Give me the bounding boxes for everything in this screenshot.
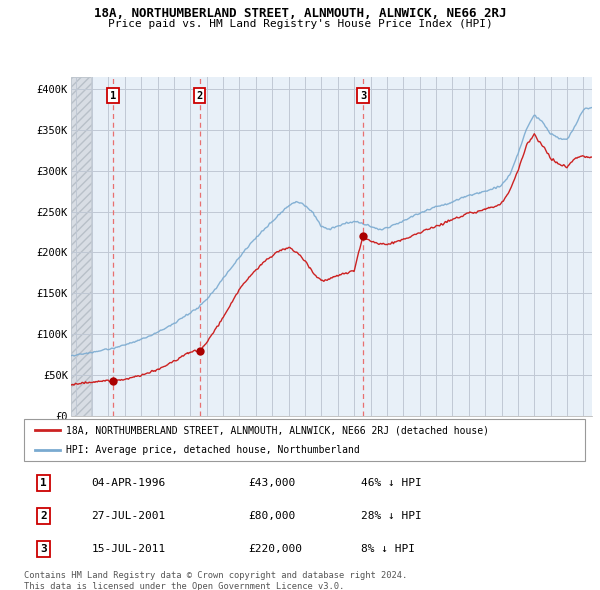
FancyBboxPatch shape (24, 419, 585, 461)
Text: 8% ↓ HPI: 8% ↓ HPI (361, 544, 415, 554)
Text: 3: 3 (360, 90, 366, 100)
Text: £43,000: £43,000 (248, 478, 296, 488)
Text: Price paid vs. HM Land Registry's House Price Index (HPI): Price paid vs. HM Land Registry's House … (107, 19, 493, 30)
Text: 2: 2 (40, 511, 47, 521)
Text: 28% ↓ HPI: 28% ↓ HPI (361, 511, 421, 521)
Text: 18A, NORTHUMBERLAND STREET, ALNMOUTH, ALNWICK, NE66 2RJ (detached house): 18A, NORTHUMBERLAND STREET, ALNMOUTH, AL… (66, 425, 489, 435)
Text: 1: 1 (40, 478, 47, 488)
Text: 15-JUL-2011: 15-JUL-2011 (91, 544, 166, 554)
Text: 27-JUL-2001: 27-JUL-2001 (91, 511, 166, 521)
Text: £80,000: £80,000 (248, 511, 296, 521)
Bar (71, 77, 91, 416)
Text: £220,000: £220,000 (248, 544, 302, 554)
Text: 04-APR-1996: 04-APR-1996 (91, 478, 166, 488)
Text: HPI: Average price, detached house, Northumberland: HPI: Average price, detached house, Nort… (66, 445, 360, 455)
Text: 3: 3 (40, 544, 47, 554)
Bar (71, 77, 91, 416)
Text: 2: 2 (197, 90, 203, 100)
Text: 18A, NORTHUMBERLAND STREET, ALNMOUTH, ALNWICK, NE66 2RJ: 18A, NORTHUMBERLAND STREET, ALNMOUTH, AL… (94, 7, 506, 20)
Text: 46% ↓ HPI: 46% ↓ HPI (361, 478, 421, 488)
Text: Contains HM Land Registry data © Crown copyright and database right 2024.
This d: Contains HM Land Registry data © Crown c… (24, 571, 407, 590)
Text: 1: 1 (110, 90, 116, 100)
